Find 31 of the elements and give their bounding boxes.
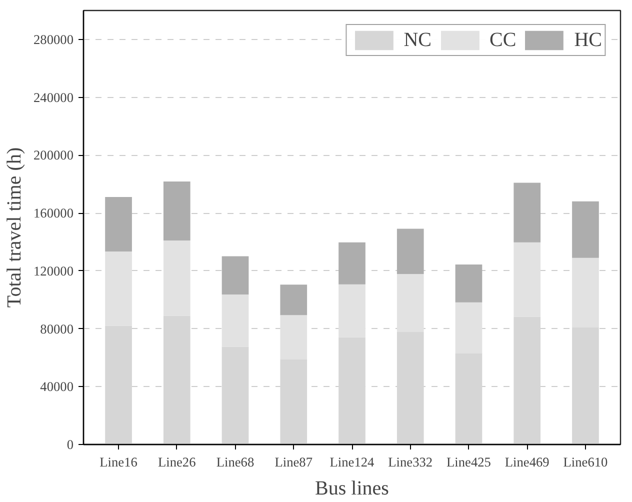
legend-label: CC xyxy=(490,28,516,52)
legend-label: HC xyxy=(574,28,602,52)
y-tick-label: 120000 xyxy=(34,263,74,278)
y-tick-label: 200000 xyxy=(34,148,74,163)
y-tick-label: 160000 xyxy=(34,206,74,221)
y-tick-label: 280000 xyxy=(34,32,74,47)
bar xyxy=(163,181,190,241)
x-tick-label: Line124 xyxy=(330,454,375,470)
x-tick-label: Line68 xyxy=(216,454,254,470)
bar xyxy=(572,201,599,258)
y-tick-label: 0 xyxy=(66,437,74,452)
bar xyxy=(396,228,424,274)
y-tick-label: 240000 xyxy=(34,90,74,105)
x-tick-label: Line469 xyxy=(504,454,550,470)
bar xyxy=(455,264,482,302)
x-tick-label: Line425 xyxy=(446,454,492,470)
bar xyxy=(105,196,132,252)
x-axis-title: Bus lines xyxy=(315,478,390,500)
legend-label: NC xyxy=(404,28,432,52)
y-axis-title: Total travel time (h) xyxy=(4,147,26,308)
bar xyxy=(222,256,249,294)
y-tick-label: 80000 xyxy=(40,321,74,336)
bar xyxy=(514,182,541,242)
x-tick-label: Line610 xyxy=(563,454,608,470)
bar xyxy=(280,284,308,316)
x-tick-label: Line26 xyxy=(158,454,196,470)
x-tick-label: Line332 xyxy=(388,454,433,470)
x-tick-label: Line16 xyxy=(100,454,138,470)
y-tick-label: 40000 xyxy=(40,379,74,394)
x-tick-label: Line87 xyxy=(274,454,313,470)
bar xyxy=(338,242,366,284)
